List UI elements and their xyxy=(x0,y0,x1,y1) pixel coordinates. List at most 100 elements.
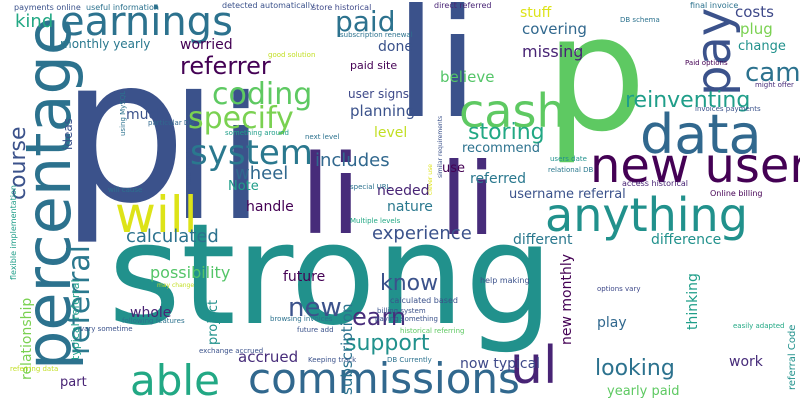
word-clever-use: clever use xyxy=(427,164,434,195)
word-payments-online: payments online xyxy=(14,3,81,12)
word-stuff: stuff xyxy=(520,5,552,21)
word-particular-db: particular DB xyxy=(148,119,195,127)
word-earnings: earnings xyxy=(60,0,233,45)
word-anything: anything xyxy=(545,188,748,242)
word-li-3: li xyxy=(440,141,496,258)
word-data: data xyxy=(640,103,762,166)
word-change: change xyxy=(738,39,786,54)
word-rdbms-right: RDBMS right xyxy=(186,147,193,185)
word-came: came xyxy=(745,58,800,88)
word-similar-requirements: similar requirements xyxy=(437,115,444,178)
word-li-1: li xyxy=(395,0,479,152)
word-db-currently: DB Currently xyxy=(387,356,432,364)
word-covering: covering xyxy=(522,20,587,38)
word-part: part xyxy=(60,375,87,390)
word-username-referral: username referral xyxy=(509,187,626,202)
word-now-typical: now typical xyxy=(460,356,541,372)
word-play: play xyxy=(597,315,627,331)
word-know: know xyxy=(380,271,439,296)
word-paid: paid xyxy=(335,5,396,38)
word-easily-adapted: easily adapted xyxy=(733,322,785,330)
word-pay: pay xyxy=(686,7,742,96)
word-ideas: ideas xyxy=(61,118,75,150)
word-exchange-accrued: exchange accrued xyxy=(199,347,264,355)
word-wheel: wheel xyxy=(235,163,289,184)
word-typical-referral: typical referral xyxy=(69,279,82,360)
word-level: level xyxy=(374,125,408,141)
word-plug: plug xyxy=(740,20,773,38)
word-different: different xyxy=(513,232,573,248)
word-specify: specify xyxy=(188,101,294,136)
word-yearly-paid: yearly paid xyxy=(607,384,680,399)
word-experience: experience xyxy=(372,223,472,244)
word-direct-referred: direct referred xyxy=(434,1,492,10)
word-access-historical: access historical xyxy=(622,179,689,188)
word-useful-information: useful information xyxy=(86,3,159,12)
word-might-offer: might offer xyxy=(755,81,794,89)
word-recommend: recommend xyxy=(462,141,540,156)
word-support: support xyxy=(345,331,430,356)
word-possibility: possibility xyxy=(150,263,231,282)
word-next-level: next level xyxy=(305,133,340,141)
word-system: system xyxy=(190,133,313,173)
word-future-add: future add xyxy=(297,326,334,334)
word-note: Note xyxy=(228,179,259,194)
word-multiple-levels: Multiple levels xyxy=(350,217,401,225)
word-done: done xyxy=(378,39,413,55)
word-billing-system: billing system xyxy=(377,307,426,315)
word-good-solution: good solution xyxy=(268,51,316,59)
word-new: new xyxy=(288,293,342,323)
word-use: use xyxy=(442,161,466,176)
word-help-making: help making xyxy=(480,276,530,285)
word-p-2: p xyxy=(545,0,647,167)
word-earn: earn xyxy=(352,303,407,331)
word-detected-automatically: detected automatically xyxy=(222,1,315,10)
word-new-user: new user xyxy=(590,138,800,194)
word-paid-site: paid site xyxy=(350,59,398,72)
word-future: future xyxy=(283,269,326,285)
word-invoices-payments: invoices payments xyxy=(695,105,761,113)
word-historical-referring: historical referring xyxy=(400,327,465,335)
word-referral-code: referral Code xyxy=(787,324,798,390)
word-final-invoice: final invoice xyxy=(690,1,739,10)
word-believe: believe xyxy=(440,68,495,86)
word-subscription: subscription xyxy=(338,303,356,396)
word-referring-data: referring data xyxy=(10,365,59,373)
word-cash: cash xyxy=(459,84,566,138)
word-looking: looking xyxy=(595,356,675,381)
word-something-around: something around xyxy=(225,129,289,137)
word-storing: storing xyxy=(468,120,545,145)
word-may-change: may change xyxy=(157,282,195,289)
word-whole: whole xyxy=(130,305,172,321)
word-paid-options: Paid options xyxy=(685,59,728,67)
word-db-schema: DB schema xyxy=(620,16,660,24)
word-paying-something: paying something xyxy=(375,315,438,323)
word-calculated-based: calculated based xyxy=(390,296,458,305)
word-following-features: following features xyxy=(122,317,185,325)
word-keeping-track: Keeping track xyxy=(308,356,357,364)
word-li-4: li xyxy=(170,61,265,259)
word-online-billing: Online billing xyxy=(710,189,763,198)
word-will: will xyxy=(115,186,198,244)
word-vary-sometime: vary sometime xyxy=(80,325,133,333)
word-worried: worried xyxy=(180,37,233,53)
word-referred: referred xyxy=(470,171,527,187)
word-p-1: p xyxy=(60,15,187,248)
word-referrer: referrer xyxy=(180,52,271,80)
word-costs: costs xyxy=(735,3,774,21)
word-relational-db: relational DB xyxy=(548,166,594,174)
word-user-signs: user signs xyxy=(348,87,410,101)
word-thinking: thinking xyxy=(685,273,701,330)
word-needed: needed xyxy=(377,183,430,199)
word-using-mysql: using MySQL xyxy=(119,90,127,136)
word-missing: missing xyxy=(522,42,584,61)
word-calculated: calculated xyxy=(126,226,219,247)
word-special-url: special URL xyxy=(350,183,391,191)
word-able: able xyxy=(130,356,220,400)
word-strong: strong xyxy=(108,194,554,357)
word-users-date: users date xyxy=(550,155,587,163)
word-monthly-yearly: monthly yearly xyxy=(60,37,151,51)
word-browsing-invoices: browsing invoices xyxy=(270,315,333,323)
word-new-monthly: new monthly xyxy=(559,254,575,345)
